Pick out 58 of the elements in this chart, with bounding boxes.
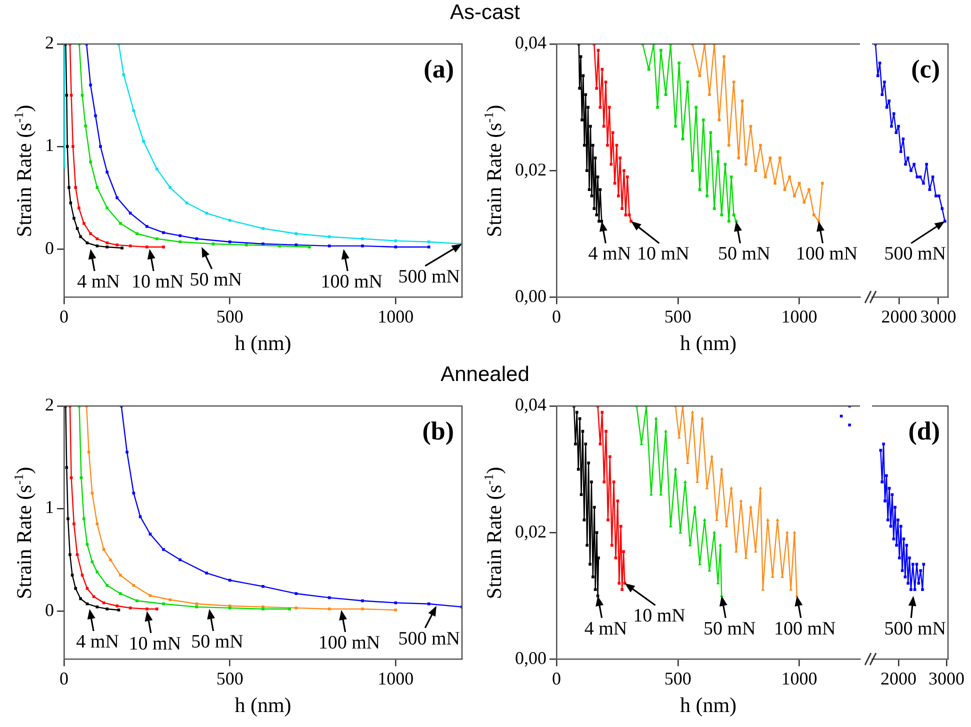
annotation: 4 mN [76, 631, 120, 652]
x-axis-title: h (nm) [234, 692, 292, 717]
chart-title: Annealed [440, 363, 530, 387]
x-tick-label: 1000 [378, 668, 414, 689]
annotation: 50 mN [703, 618, 756, 640]
annotation: 50 mN [190, 269, 242, 290]
x-tick-label: 2000 [880, 668, 916, 689]
x-tick-label: 3000 [920, 306, 956, 327]
annotation: 10 mN [128, 634, 182, 655]
y-tick-label: 0,04 [515, 394, 546, 415]
annotation: 100 mN [318, 632, 380, 654]
annotation: 500 mN [398, 266, 460, 288]
annotation: 500 mN [398, 628, 460, 650]
x-tick-label: 1000 [781, 306, 818, 327]
y-tick-label: 2 [45, 32, 54, 53]
annotation: 4 mN [77, 272, 120, 293]
x-tick-label: 1000 [378, 306, 414, 327]
annotation: 10 mN [131, 272, 184, 293]
x-tick-label: 0 [552, 306, 561, 327]
annotation: (a) [424, 54, 454, 84]
x-tick-label: 500 [216, 668, 244, 689]
annotation: 50 mN [718, 244, 771, 265]
y-tick-label: 0,04 [515, 32, 546, 53]
annotation: 100 mN [774, 618, 836, 640]
x-tick-label: 500 [664, 306, 692, 327]
annotation: 4 mN [584, 618, 628, 640]
x-tick-label: 1000 [781, 668, 818, 689]
x-tick-label: 0 [60, 306, 68, 327]
y-tick-label: 0 [45, 238, 54, 258]
y-tick-label: 1 [45, 135, 54, 156]
annotation: 50 mN [191, 631, 244, 652]
x-tick-label: 0 [60, 668, 68, 689]
x-axis-title: h (nm) [680, 692, 737, 717]
annotation: 500 mN [884, 618, 946, 640]
x-tick-label: 2000 [881, 306, 918, 327]
x-tick-label: 0 [552, 668, 561, 689]
y-tick-label: 0,02 [515, 521, 546, 542]
y-tick-label: 2 [45, 394, 54, 415]
annotation: 4 mN [588, 244, 632, 265]
y-tick-label: 0,02 [515, 159, 546, 180]
y-tick-label: 0,00 [515, 648, 546, 668]
y-tick-label: 1 [45, 497, 54, 518]
annotation: 10 mN [637, 244, 690, 265]
x-tick-label: 3000 [928, 668, 965, 689]
annotation: (b) [422, 416, 454, 446]
annotation: 10 mN [633, 606, 686, 627]
x-tick-label: 500 [664, 668, 692, 689]
annotation: 100 mN [796, 244, 858, 265]
annotation: 500 mN [884, 244, 946, 265]
x-axis-title: h (nm) [680, 330, 737, 355]
y-tick-label: 0,00 [515, 286, 546, 306]
x-tick-label: 500 [216, 306, 244, 327]
annotation: 100 mN [320, 272, 383, 293]
annotation: (d) [908, 416, 940, 446]
x-axis-title: h (nm) [234, 330, 292, 355]
y-tick-label: 0 [45, 600, 54, 620]
chart-title: As-cast [450, 1, 520, 25]
annotation: (c) [911, 54, 940, 84]
